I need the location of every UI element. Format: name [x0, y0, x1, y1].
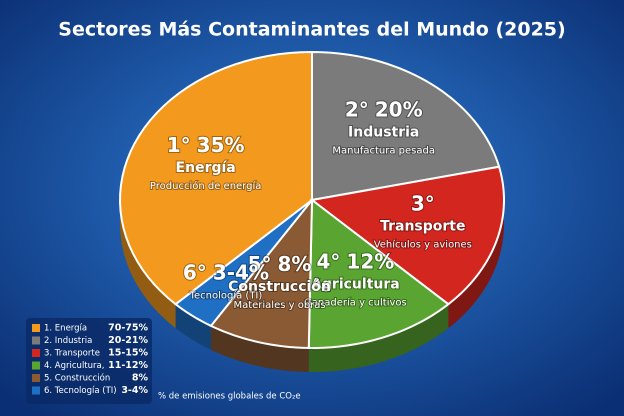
chart-title: Sectores Más Contaminantes del Mundo (20… — [58, 19, 565, 41]
slice-label: 3° Transporte Vehículos y aviones — [373, 190, 473, 252]
slice-headline: 2° 20% — [345, 97, 423, 121]
slice-headline: 3° — [411, 191, 435, 215]
slice-headline: 5° 8% — [248, 252, 312, 276]
slice-rank: 6° — [183, 260, 207, 284]
slice-sub: Ganadería y cultivos — [304, 296, 407, 308]
slice — [119, 50, 313, 306]
slice-side — [175, 304, 211, 350]
legend-swatch — [32, 324, 40, 332]
slice-rank: 3° — [411, 191, 435, 215]
legend-label: 5. Construcción — [44, 373, 110, 384]
slice-label: 2° 20% Industria Manufactura pesada — [331, 96, 436, 158]
slice-side — [210, 325, 309, 372]
slice-rank: 5° — [248, 252, 272, 276]
slice — [307, 198, 450, 349]
slice-value: 3-4% — [213, 260, 269, 284]
legend-label: 3. Transporte — [44, 349, 100, 359]
slice-sub: Vehículos y aviones — [374, 238, 472, 250]
legend-label: 4. Agricultura, — [44, 361, 104, 371]
slice-headline: 4° 12% — [317, 249, 395, 273]
legend-label: 6. Tecnología (TI) — [44, 386, 117, 396]
slice-name: Transporte — [380, 218, 465, 234]
legend-value: 8% — [132, 373, 149, 384]
slice-rank: 2° — [345, 97, 369, 121]
slice-sub: Manufactura pesada — [332, 146, 435, 157]
slice-headline: 6° 3-4% — [183, 260, 269, 284]
legend-swatch — [32, 336, 40, 345]
slice — [311, 50, 501, 202]
legend-label: 2. Industria — [44, 336, 92, 346]
slice-rank: 4° — [317, 249, 341, 273]
legend-value: 20-21% — [108, 335, 148, 346]
legend-value: 70-75% — [108, 323, 148, 334]
slice-sub: Materiales y obras — [233, 300, 325, 311]
slice-sub: Tecnología (TI) — [189, 289, 263, 301]
slice-name: Construcción — [228, 279, 331, 295]
slice-label: 1° 35% Energía Producción de energía — [149, 131, 262, 193]
slice-side — [308, 304, 449, 372]
legend-label: 1. Energía — [44, 324, 87, 334]
slice-rank: 1° — [167, 132, 191, 156]
slice-name: Industria — [348, 125, 419, 141]
legend-value: 11-12% — [108, 360, 148, 371]
slice-headline: 1° 35% — [167, 132, 245, 156]
slice-label: 6° 3-4% Tecnología (TI) — [182, 259, 270, 303]
slice-name: Agricultura — [311, 276, 400, 292]
slice-value: 8% — [278, 252, 312, 276]
slice-value: 35% — [197, 132, 245, 156]
slice-sub: Producción de energía — [150, 180, 261, 192]
legend-swatch — [32, 361, 40, 370]
slice-label: 4° 12% Agricultura Ganadería y cultivos — [303, 248, 408, 310]
legend-value: 3-4% — [121, 385, 148, 396]
slice — [209, 197, 314, 349]
legend-swatch — [32, 386, 40, 395]
legend-swatch — [32, 374, 40, 382]
slice-value: 12% — [346, 249, 394, 273]
slice-name: Energía — [176, 160, 236, 176]
slice-value: 20% — [375, 97, 423, 121]
slice — [174, 199, 313, 328]
slice-label: 5° 8% Construcción Materiales y obras — [227, 251, 332, 313]
slice — [309, 165, 506, 306]
note: % de emisiones globales de CO₂e — [158, 392, 301, 402]
slice-side — [448, 166, 504, 329]
legend-box — [26, 318, 152, 404]
legend-swatch — [32, 349, 40, 357]
legend-value: 15-15% — [108, 348, 148, 359]
